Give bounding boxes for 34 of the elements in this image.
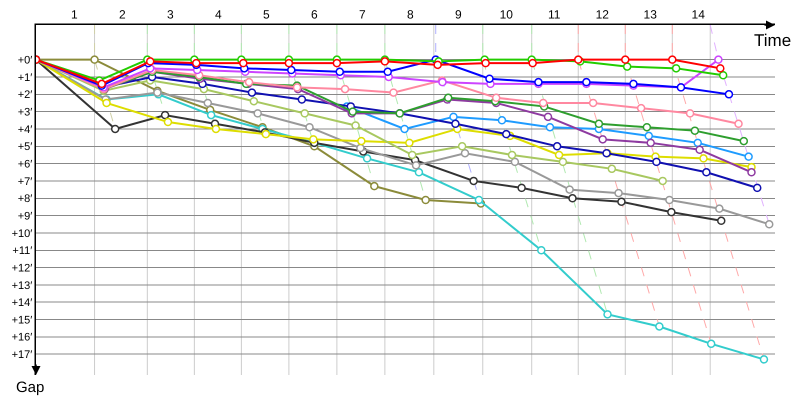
y-tick-label: +4′ — [18, 124, 32, 136]
y-tick-label: +2′ — [18, 89, 32, 102]
x-tick-label: 12 — [596, 8, 610, 22]
y-tick-label: +9′ — [18, 210, 32, 222]
y-tick-label: +0′ — [18, 54, 32, 66]
y-tick-label: +13′ — [12, 280, 32, 292]
x-tick-label: 13 — [644, 8, 658, 22]
x-tick-label: 1 — [71, 8, 78, 22]
y-tick-label: +14′ — [12, 297, 32, 310]
y-tick-label: +7′ — [18, 176, 32, 188]
x-tick-label: 2 — [119, 8, 126, 22]
y-tick-label: +12′ — [12, 262, 32, 274]
x-tick-label: 5 — [262, 8, 270, 22]
y-tick-label: +10′ — [12, 228, 32, 240]
x-axis-title: Time — [754, 31, 792, 50]
y-tick-label: +8′ — [18, 193, 32, 206]
y-tick-label: +1′ — [18, 72, 32, 84]
y-tick-label: +16′ — [12, 332, 32, 344]
y-tick-label: +17′ — [12, 349, 32, 362]
x-tick-label: 10 — [500, 8, 514, 22]
y-tick-label: +5′ — [18, 141, 32, 154]
y-axis-title: Gap — [16, 379, 44, 396]
x-tick-label: 14 — [692, 8, 706, 22]
x-tick-label: 6 — [310, 8, 318, 22]
x-tick-label: 8 — [406, 8, 414, 22]
y-tick-label: +11′ — [12, 245, 32, 258]
x-tick-label: 4 — [215, 8, 222, 22]
x-tick-label: 11 — [548, 8, 561, 22]
y-tick-label: +6′ — [18, 158, 32, 170]
y-tick-label: +3′ — [18, 106, 32, 118]
x-tick-label: 3 — [167, 8, 174, 22]
y-tick-label: +15′ — [12, 314, 32, 326]
x-tick-label: 7 — [358, 8, 366, 22]
x-tick-label: 9 — [454, 8, 462, 22]
